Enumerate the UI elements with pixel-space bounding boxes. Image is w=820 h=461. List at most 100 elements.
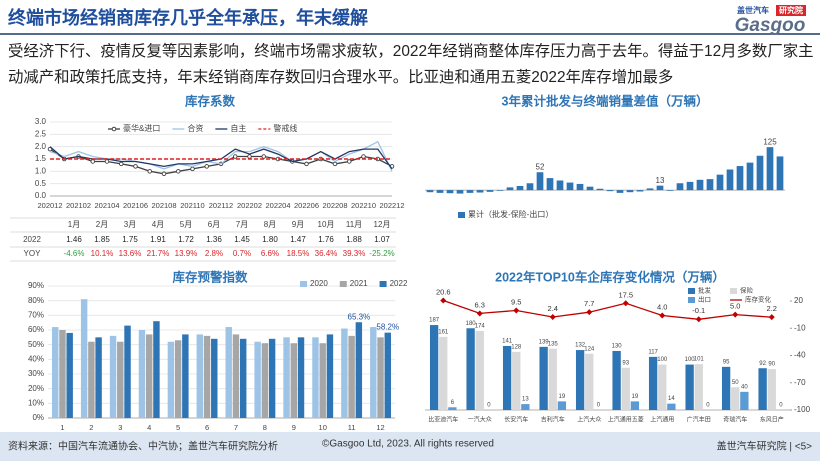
- data-label: 0: [597, 403, 601, 409]
- bar: [466, 328, 475, 410]
- bar: [117, 341, 124, 418]
- bar: [658, 364, 667, 410]
- point: [549, 313, 556, 320]
- bar: [377, 337, 384, 418]
- point: [247, 154, 252, 159]
- y-tick-label: 0.5: [35, 179, 47, 188]
- x-tick-label: 202202: [237, 201, 262, 210]
- bar: [59, 330, 66, 418]
- bar: [585, 353, 594, 410]
- bar: [476, 190, 484, 193]
- data-label: 52: [536, 162, 545, 171]
- bar: [436, 190, 444, 193]
- x-tick-label: 11: [348, 423, 356, 432]
- data-label: 101: [694, 357, 705, 363]
- point: [586, 309, 593, 316]
- y-tick-label: 60%: [28, 325, 44, 334]
- bar: [612, 350, 621, 410]
- bar: [254, 341, 261, 418]
- bar: [232, 334, 240, 418]
- x-tick-label: 202112: [209, 201, 233, 210]
- bar: [512, 351, 521, 410]
- logo-en: Gasgoo: [735, 15, 806, 36]
- bar: [312, 337, 319, 418]
- bar: [475, 330, 484, 410]
- point: [204, 164, 209, 169]
- bar: [596, 188, 604, 191]
- bar: [448, 407, 457, 410]
- bar: [502, 345, 512, 410]
- bar: [656, 185, 664, 191]
- bar: [758, 368, 767, 410]
- data-label: 50: [732, 380, 739, 386]
- bar: [506, 187, 514, 191]
- data-label: 117: [648, 349, 658, 355]
- x-tick-label: 202012: [37, 201, 62, 210]
- legend-symbol: [339, 281, 347, 287]
- bar: [211, 338, 218, 418]
- table-cell: 13.9%: [175, 249, 198, 258]
- data-label: 20.6: [436, 287, 451, 296]
- legend-symbol: [111, 126, 117, 132]
- x-tick-label: 上汽通用五菱: [608, 416, 644, 424]
- legend-label: 2020: [310, 279, 328, 288]
- table-cell: 1.75: [122, 235, 138, 244]
- table-cell: 1.72: [178, 235, 194, 244]
- data-label: 13: [656, 176, 665, 185]
- legend-label: 出口: [698, 295, 711, 304]
- logo-cn: 盖世汽车: [737, 5, 769, 15]
- table-cell: 1.85: [94, 235, 110, 244]
- bar: [676, 183, 684, 191]
- legend-label: 批发: [698, 286, 712, 295]
- summary: 受经济下行、疫情反复等因素影响，终端市场需求疲软，2022年经销商整体库存压力高…: [8, 43, 814, 86]
- x-tick-label: 吉利汽车: [541, 416, 565, 424]
- bar: [776, 156, 784, 191]
- point: [190, 166, 195, 172]
- table-header: 12月: [374, 220, 391, 229]
- bar: [736, 166, 744, 191]
- table-header: 5月: [180, 220, 192, 229]
- data-label: 14: [668, 396, 675, 402]
- slide-title: 终端市场经销商库存几乎全年承压，年末缓解: [8, 7, 368, 28]
- legend-symbol: [730, 288, 737, 294]
- legend-symbol: [688, 288, 695, 294]
- table-cell: 0.7%: [233, 249, 251, 258]
- x-tick-label: 1: [60, 423, 64, 432]
- x-tick-label: 一汽大众: [468, 416, 492, 424]
- bar: [766, 147, 774, 191]
- x-tick-label: 202208: [322, 201, 347, 210]
- bar: [626, 190, 634, 193]
- point: [768, 314, 775, 321]
- bar: [153, 321, 160, 418]
- logo-badge: 研究院: [779, 5, 803, 15]
- point: [90, 159, 95, 164]
- data-label: 65.3%: [348, 312, 371, 321]
- point: [513, 307, 520, 314]
- bar: [384, 332, 391, 418]
- table-header: 1月: [68, 220, 80, 229]
- bar: [616, 190, 624, 193]
- footer-band: [0, 432, 820, 461]
- point: [147, 169, 152, 174]
- point: [161, 171, 167, 177]
- point: [695, 316, 702, 323]
- data-label: 0: [487, 403, 491, 409]
- y-tick-label: 1.5: [35, 154, 47, 163]
- x-tick-label: 上汽通用: [650, 416, 674, 424]
- data-label: 161: [438, 329, 449, 335]
- data-label: 132: [575, 343, 586, 349]
- y-tick-label: 90%: [28, 281, 44, 290]
- table-header: 3月: [124, 220, 136, 229]
- bar: [319, 343, 326, 418]
- data-label: 4.0: [657, 303, 667, 312]
- x-tick-label: 202206: [294, 201, 319, 210]
- y2-tick-label: -40: [794, 351, 806, 360]
- table-cell: 10.1%: [91, 249, 114, 258]
- x-tick-label: 202106: [123, 201, 148, 210]
- bar: [521, 404, 530, 410]
- bar: [546, 178, 554, 191]
- bar: [261, 343, 269, 418]
- point: [361, 154, 366, 159]
- legend-label: 库存变化: [745, 295, 772, 304]
- bar: [196, 334, 204, 418]
